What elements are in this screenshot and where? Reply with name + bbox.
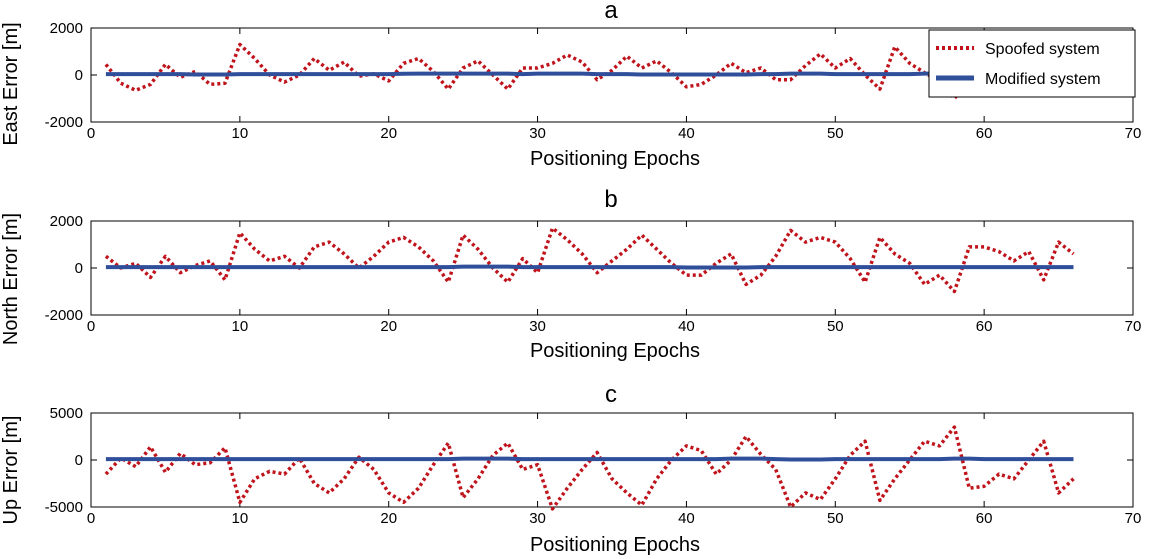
legend-box <box>928 29 1136 98</box>
y-ticks: -2000 0 2000 <box>45 213 1133 324</box>
x-ticks: 0 10 20 30 40 50 60 70 <box>87 413 1142 527</box>
x-tick-label: 30 <box>529 318 546 335</box>
y-tick-label: -5000 <box>45 499 83 516</box>
x-tick-label: 60 <box>976 125 993 142</box>
x-tick-label: 40 <box>678 318 695 335</box>
panel-title: b <box>604 186 617 213</box>
series-modified-line <box>105 71 1074 77</box>
x-tick-label: 50 <box>827 318 844 335</box>
x-tick-label: 40 <box>678 125 695 142</box>
y-tick-label: 2000 <box>50 213 83 230</box>
x-tick-label: 0 <box>87 318 95 335</box>
series-modified-line <box>105 264 1074 270</box>
x-tick-label: 10 <box>232 510 249 527</box>
x-axis-label: Positioning Epochs <box>530 534 700 556</box>
y-axis-label: Up Error [m] <box>0 416 22 525</box>
series-spoofed-line <box>104 226 1075 294</box>
series-modified-line <box>105 456 1074 462</box>
x-tick-label: 50 <box>827 125 844 142</box>
series-spoofed-line <box>104 425 1075 511</box>
legend: Spoofed system Modified system <box>928 29 1136 98</box>
panel-title: a <box>604 0 618 24</box>
x-tick-label: 70 <box>1125 318 1142 335</box>
x-tick-label: 0 <box>87 125 95 142</box>
y-tick-label: -2000 <box>45 307 83 324</box>
y-tick-label: 0 <box>75 452 83 469</box>
x-tick-label: 10 <box>232 318 249 335</box>
x-tick-label: 30 <box>529 510 546 527</box>
y-tick-label: 0 <box>75 260 83 277</box>
series-layer <box>104 42 1074 101</box>
y-tick-label: -2000 <box>45 114 83 131</box>
legend-label-spoofed: Spoofed system <box>985 41 1100 58</box>
x-ticks: 0 10 20 30 40 50 60 70 <box>87 28 1142 142</box>
x-axis-label: Positioning Epochs <box>530 148 700 170</box>
x-tick-label: 40 <box>678 510 695 527</box>
x-ticks: 0 10 20 30 40 50 60 70 <box>87 221 1142 335</box>
x-tick-label: 20 <box>380 318 397 335</box>
y-tick-label: 0 <box>75 67 83 84</box>
panel-title: c <box>605 381 617 408</box>
x-tick-label: 20 <box>380 125 397 142</box>
x-tick-label: 50 <box>827 510 844 527</box>
y-tick-label: 5000 <box>50 405 83 422</box>
x-tick-label: 30 <box>529 125 546 142</box>
series-spoofed-line <box>104 42 1074 101</box>
y-ticks: -5000 0 5000 <box>45 405 1133 516</box>
y-tick-label: 2000 <box>50 20 83 37</box>
x-tick-label: 60 <box>976 318 993 335</box>
series-layer <box>104 226 1075 294</box>
x-tick-label: 60 <box>976 510 993 527</box>
x-tick-label: 20 <box>380 510 397 527</box>
x-tick-label: 0 <box>87 510 95 527</box>
x-tick-label: 10 <box>232 125 249 142</box>
x-tick-label: 70 <box>1125 510 1142 527</box>
y-axis-label: East Error [m] <box>0 22 22 145</box>
y-axis-label: North Error [m] <box>0 213 22 345</box>
y-ticks: -2000 0 2000 <box>45 20 1133 131</box>
x-tick-label: 70 <box>1125 125 1142 142</box>
series-layer <box>104 425 1075 511</box>
x-axis-label: Positioning Epochs <box>530 340 700 362</box>
legend-label-modified: Modified system <box>985 71 1101 88</box>
